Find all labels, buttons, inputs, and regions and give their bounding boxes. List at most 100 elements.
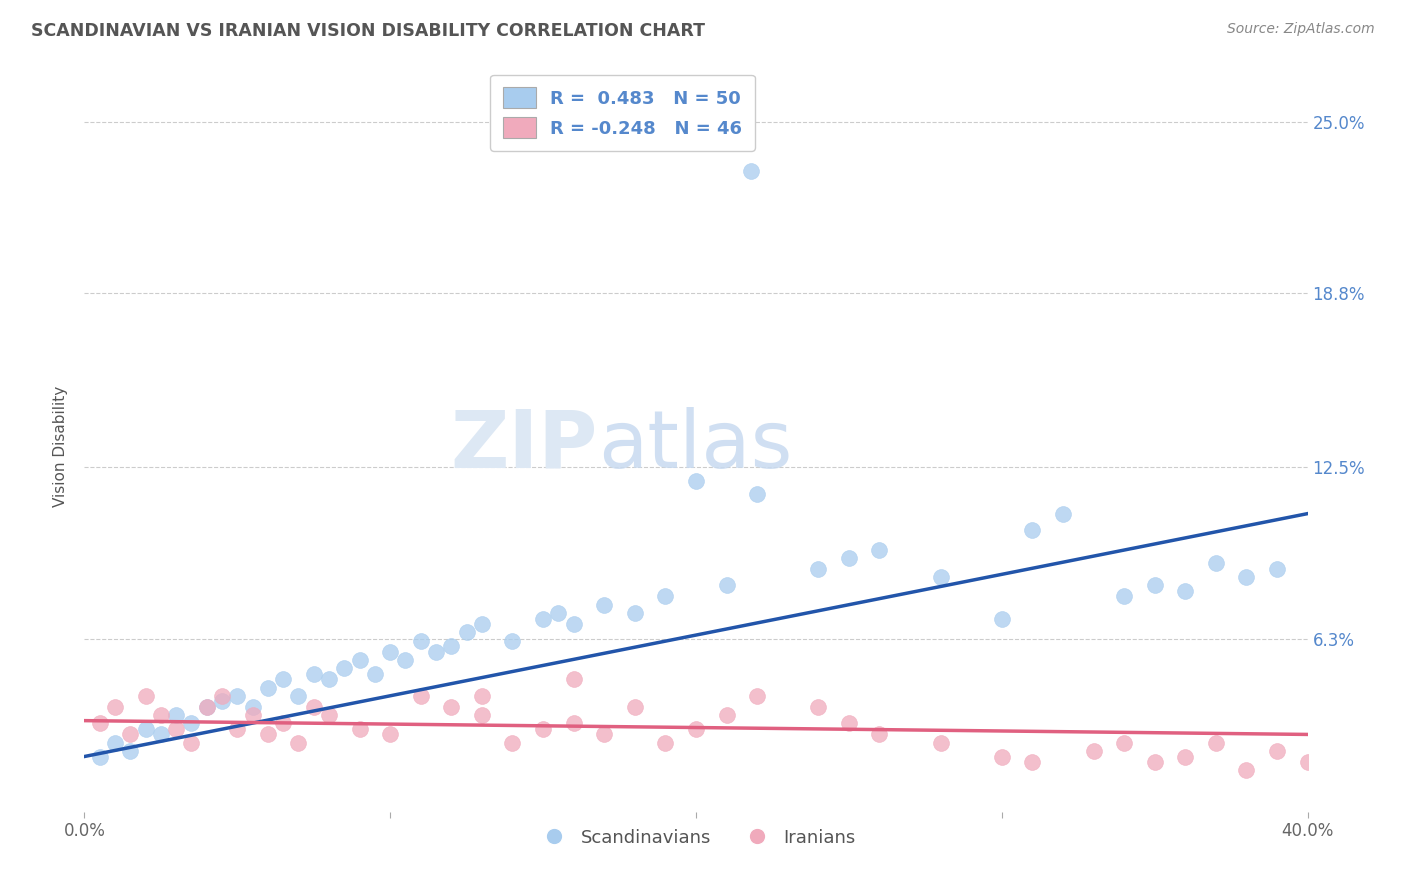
- Point: [716, 578, 738, 592]
- Point: [456, 625, 478, 640]
- Point: [226, 722, 249, 736]
- Y-axis label: Vision Disability: Vision Disability: [53, 385, 69, 507]
- Point: [807, 699, 830, 714]
- Point: [562, 672, 585, 686]
- Point: [1296, 755, 1319, 769]
- Point: [135, 689, 157, 703]
- Point: [1143, 578, 1166, 592]
- Point: [1205, 557, 1227, 571]
- Point: [1236, 764, 1258, 778]
- Point: [654, 736, 676, 750]
- Point: [685, 722, 707, 736]
- Point: [562, 716, 585, 731]
- Point: [1114, 736, 1136, 750]
- Point: [685, 474, 707, 488]
- Text: SCANDINAVIAN VS IRANIAN VISION DISABILITY CORRELATION CHART: SCANDINAVIAN VS IRANIAN VISION DISABILIT…: [31, 22, 704, 40]
- Point: [1083, 744, 1105, 758]
- Point: [394, 653, 416, 667]
- Point: [257, 681, 280, 695]
- Point: [547, 606, 569, 620]
- Point: [149, 708, 172, 723]
- Point: [180, 716, 202, 731]
- Point: [257, 727, 280, 741]
- Point: [502, 736, 524, 750]
- Point: [1174, 583, 1197, 598]
- Point: [624, 606, 647, 620]
- Point: [349, 722, 371, 736]
- Text: atlas: atlas: [598, 407, 793, 485]
- Point: [211, 689, 233, 703]
- Point: [747, 689, 769, 703]
- Point: [1114, 590, 1136, 604]
- Point: [531, 611, 554, 625]
- Point: [302, 699, 325, 714]
- Point: [929, 570, 952, 584]
- Point: [991, 611, 1014, 625]
- Point: [562, 617, 585, 632]
- Point: [1021, 755, 1043, 769]
- Point: [440, 699, 463, 714]
- Point: [502, 633, 524, 648]
- Point: [135, 722, 157, 736]
- Point: [380, 645, 402, 659]
- Point: [104, 699, 127, 714]
- Point: [333, 661, 356, 675]
- Point: [120, 744, 142, 758]
- Point: [226, 689, 249, 703]
- Point: [287, 689, 309, 703]
- Point: [120, 727, 142, 741]
- Point: [89, 749, 111, 764]
- Point: [1174, 749, 1197, 764]
- Point: [1236, 570, 1258, 584]
- Point: [869, 727, 891, 741]
- Point: [747, 487, 769, 501]
- Point: [1021, 523, 1043, 537]
- Point: [195, 699, 218, 714]
- Point: [104, 736, 127, 750]
- Point: [1052, 507, 1074, 521]
- Point: [425, 645, 447, 659]
- Text: ZIP: ZIP: [451, 407, 598, 485]
- Point: [471, 689, 494, 703]
- Point: [318, 708, 340, 723]
- Point: [740, 164, 762, 178]
- Point: [165, 708, 187, 723]
- Point: [271, 716, 294, 731]
- Point: [807, 562, 830, 576]
- Point: [1205, 736, 1227, 750]
- Point: [1143, 755, 1166, 769]
- Point: [242, 699, 264, 714]
- Point: [1265, 562, 1288, 576]
- Point: [471, 617, 494, 632]
- Point: [302, 666, 325, 681]
- Point: [838, 716, 860, 731]
- Point: [409, 633, 432, 648]
- Point: [471, 708, 494, 723]
- Point: [271, 672, 294, 686]
- Point: [624, 699, 647, 714]
- Point: [165, 722, 187, 736]
- Point: [242, 708, 264, 723]
- Point: [838, 550, 860, 565]
- Point: [716, 708, 738, 723]
- Point: [180, 736, 202, 750]
- Text: Source: ZipAtlas.com: Source: ZipAtlas.com: [1227, 22, 1375, 37]
- Point: [149, 727, 172, 741]
- Point: [409, 689, 432, 703]
- Point: [195, 699, 218, 714]
- Point: [318, 672, 340, 686]
- Point: [349, 653, 371, 667]
- Point: [654, 590, 676, 604]
- Point: [593, 598, 616, 612]
- Point: [1265, 744, 1288, 758]
- Point: [593, 727, 616, 741]
- Point: [211, 694, 233, 708]
- Point: [531, 722, 554, 736]
- Point: [991, 749, 1014, 764]
- Point: [89, 716, 111, 731]
- Point: [287, 736, 309, 750]
- Point: [869, 542, 891, 557]
- Point: [440, 639, 463, 653]
- Point: [364, 666, 387, 681]
- Point: [929, 736, 952, 750]
